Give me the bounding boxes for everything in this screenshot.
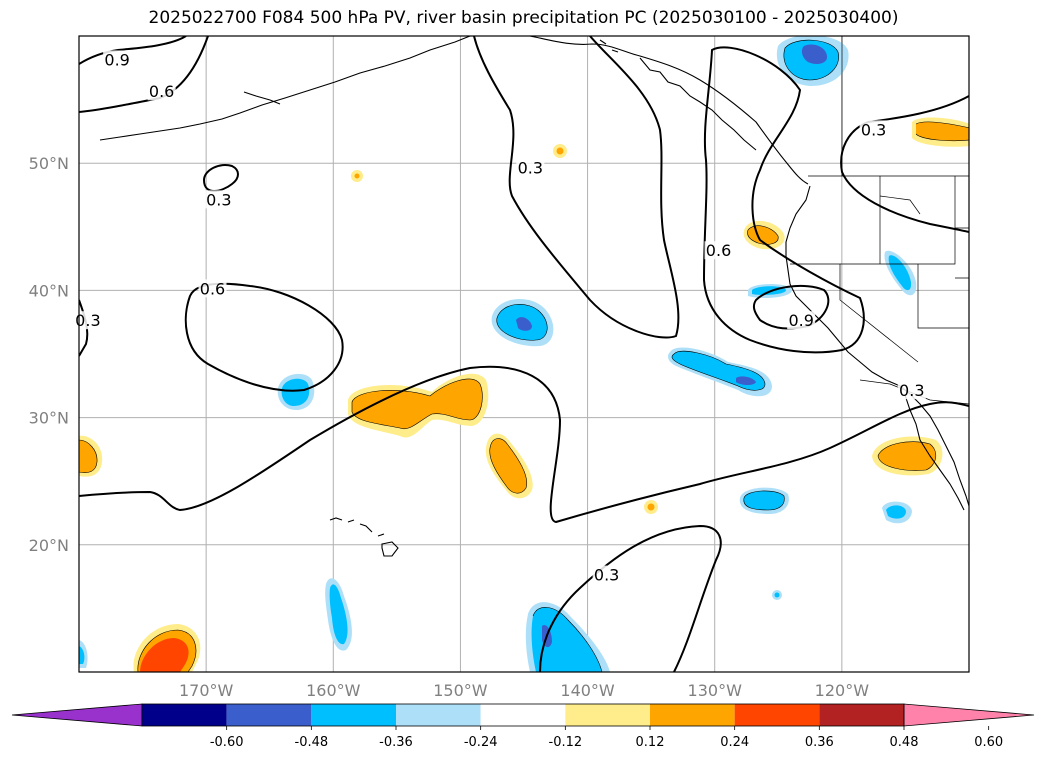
contour-label-5: 0.3 [75,311,100,330]
lat-label-3: 50°N [29,154,69,173]
colorbar-bin-7 [734,704,820,726]
borders [790,36,969,405]
longitude-labels: 170°W 160°W 150°W 140°W 130°W 120°W [179,681,869,700]
shade-blue [79,646,85,664]
shade-orange [489,438,527,494]
colorbar-extend-low [11,703,143,727]
lon-label-2: 150°W [433,681,488,700]
colorbar-bin-3 [396,704,481,726]
shade-mid-blue [801,44,828,64]
shade-orange [354,173,360,179]
colorbar-label-8: 0.48 [890,735,919,750]
colorbar-bin-6 [650,704,735,726]
colorbar-label-4: -0.12 [549,735,583,750]
colorbar-bin-5 [565,704,650,726]
lon-label-1: 160°W [306,681,361,700]
colorbar-label-1: -0.48 [295,735,329,750]
coastlines [99,36,969,557]
pv-contours [79,36,969,672]
contour-label-bg-5 [73,311,102,330]
shade-blue [531,607,602,672]
lat-label-0: 20°N [29,536,69,555]
contour-label-7: 0.9 [788,311,813,330]
map-title: 2025022700 F084 500 hPa PV, river basin … [148,8,899,28]
contour-label-6: 0.6 [706,241,731,260]
contour-label-9: 0.3 [899,381,924,400]
contour-label-8: 0.3 [861,120,886,139]
shade-orange [647,503,655,511]
shade-blue [743,490,785,510]
contour-labels: 0.9 0.6 0.3 0.3 0.6 0.3 0.6 0.9 0.3 0.3 0.3 [73,50,926,585]
contour-label-bg-7 [787,311,816,330]
colorbar-bin-8 [819,704,904,726]
map-frame [78,35,970,673]
contour-label-bg-1 [147,82,176,101]
colorbar-label-9: 0.60 [974,735,1003,750]
shade-blue [329,584,348,645]
shade-orange [352,379,483,429]
contour-label-bg-2 [204,190,233,209]
colorbar-bin-2 [311,704,396,726]
colorbar-label-3: -0.24 [464,735,498,750]
contour-label-bg-8 [859,120,888,139]
shade-mid-blue [736,376,756,385]
lat-label-1: 30°N [29,409,69,428]
contour-label-bg-4 [198,279,227,298]
colorbar-bin-1 [226,704,312,726]
shade-blue [886,505,906,519]
lon-label-0: 170°W [179,681,234,700]
latitude-labels: 20°N 30°N 40°N 50°N [29,154,69,555]
shade-blue [774,592,780,598]
contour-label-bg-10 [592,565,621,584]
contour-label-bg-9 [897,381,926,400]
contour-label-2: 0.3 [206,190,231,209]
precipitation-shading [79,36,969,672]
colorbar: -0.60 -0.48 -0.36 -0.24 -0.12 0.12 0.24 0.36 0.4… [11,703,1035,750]
contour-label-4: 0.6 [200,279,225,298]
contour-label-0: 0.9 [104,50,129,69]
contour-label-bg-0 [103,50,132,69]
colorbar-label-2: -0.36 [379,735,413,750]
lon-label-4: 130°W [688,681,743,700]
contour-label-10: 0.3 [594,566,619,585]
colorbar-label-0: -0.60 [210,735,244,750]
shading-outlines [79,39,969,672]
shade-red [140,638,189,672]
colorbar-bin-4 [480,704,566,726]
colorbar-label-6: 0.24 [720,735,749,750]
lon-label-3: 140°W [560,681,615,700]
colorbar-extend-high [903,703,1035,727]
contour-label-bg-6 [704,241,733,260]
colorbar-label-7: 0.36 [805,735,834,750]
colorbar-frame [141,703,905,727]
colorbar-bin-0 [142,704,227,726]
shade-mid-blue [516,317,532,331]
lon-label-5: 120°W [815,681,870,700]
shade-orange [916,121,969,141]
contour-label-1: 0.6 [149,82,174,101]
grid-lines [79,36,969,672]
colorbar-label-5: 0.12 [636,735,665,750]
shade-orange [556,147,564,155]
contour-label-bg-3 [516,158,545,177]
shade-orange [878,441,936,471]
contour-label-3: 0.3 [518,159,543,178]
shade-blue [281,378,310,406]
lat-label-2: 40°N [29,281,69,300]
shade-orange [79,440,98,473]
